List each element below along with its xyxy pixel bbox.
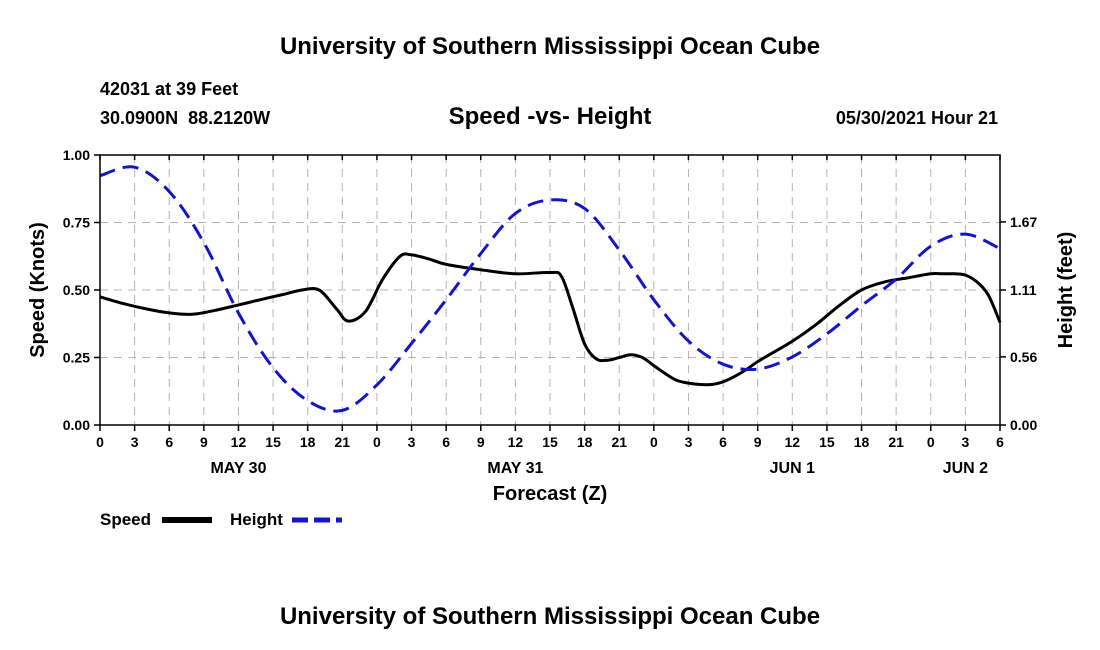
- y-left-tick-label: 0.25: [63, 350, 90, 366]
- x-tick-label: 3: [408, 434, 416, 450]
- legend: Speed Height: [100, 510, 342, 529]
- x-tick-label: 21: [335, 434, 351, 450]
- x-day-label: JUN 1: [770, 460, 815, 477]
- y-axis-left-title: Speed (Knots): [27, 222, 49, 358]
- x-tick-label: 6: [165, 434, 173, 450]
- x-tick-label: 9: [200, 434, 208, 450]
- y-right-tick-label: 1.11: [1010, 282, 1037, 298]
- x-tick-label: 12: [508, 434, 524, 450]
- grid: [100, 155, 1000, 425]
- series-layer: [99, 165, 1002, 413]
- x-tick-label: 0: [927, 434, 935, 450]
- x-tick-label: 6: [996, 434, 1004, 450]
- x-tick-label: 18: [300, 434, 316, 450]
- axis-ticks: 0 3 6 9 12 15 18 21 0 3 6 9 12 15 18 21 0 3 6 9 12 15 18 21 0 3 6 M…: [63, 147, 1038, 477]
- chart-title: Speed -vs- Height: [449, 103, 652, 130]
- y-left-tick-label: 0.75: [63, 215, 90, 231]
- x-tick-label: 12: [231, 434, 247, 450]
- x-tick-label: 21: [888, 434, 904, 450]
- y-axis-right-title: Height (feet): [1055, 232, 1077, 349]
- x-tick-label: 6: [442, 434, 450, 450]
- forecast-stamp: 05/30/2021 Hour 21: [836, 108, 998, 128]
- top-title: University of Southern Mississippi Ocean…: [280, 33, 820, 60]
- x-tick-label: 15: [819, 434, 835, 450]
- station-coordinates: 30.0900N 88.2120W: [100, 108, 270, 128]
- x-tick-label: 15: [542, 434, 558, 450]
- x-tick-label: 21: [611, 434, 627, 450]
- x-axis-title: Forecast (Z): [493, 483, 607, 505]
- x-tick-label: 6: [719, 434, 727, 450]
- y-right-tick-label: 1.67: [1010, 214, 1037, 230]
- x-tick-label: 0: [373, 434, 381, 450]
- x-tick-label: 3: [685, 434, 693, 450]
- bottom-title: University of Southern Mississippi Ocean…: [280, 603, 820, 630]
- series-line-height: [99, 165, 1001, 413]
- series-line-speed: [99, 252, 1002, 387]
- y-right-tick-label: 0.00: [1010, 417, 1037, 433]
- legend-height-label: Height: [230, 510, 283, 529]
- legend-speed-label: Speed: [100, 510, 151, 529]
- y-right-tick-label: 0.56: [1010, 349, 1037, 365]
- station-depth: 42031 at 39 Feet: [100, 79, 238, 99]
- x-tick-label: 0: [650, 434, 658, 450]
- x-tick-label: 9: [754, 434, 762, 450]
- y-left-tick-label: 0.00: [63, 417, 90, 433]
- y-left-tick-label: 0.50: [63, 282, 90, 298]
- x-tick-label: 18: [854, 434, 870, 450]
- x-day-label: MAY 31: [487, 460, 543, 477]
- x-tick-label: 3: [961, 434, 969, 450]
- x-tick-label: 18: [577, 434, 593, 450]
- x-tick-label: 9: [477, 434, 485, 450]
- x-tick-label: 3: [131, 434, 139, 450]
- x-tick-label: 12: [785, 434, 801, 450]
- x-tick-label: 15: [265, 434, 281, 450]
- x-day-label: JUN 2: [943, 460, 988, 477]
- x-day-label: MAY 30: [210, 460, 266, 477]
- y-left-tick-label: 1.00: [63, 147, 90, 163]
- x-tick-label: 0: [96, 434, 104, 450]
